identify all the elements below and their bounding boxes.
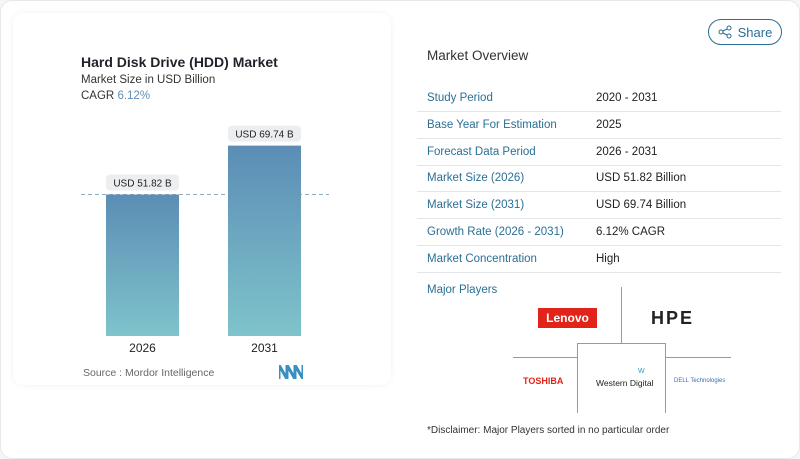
row-label: Study Period	[427, 92, 493, 104]
cagr-label: CAGR	[81, 90, 115, 102]
major-players-label: Major Players	[427, 284, 498, 296]
row-value: 6.12% CAGR	[596, 226, 666, 238]
row-value: 2026 - 2031	[596, 145, 658, 158]
x-tick-label: 2031	[251, 341, 278, 355]
mordor-logo-icon	[279, 365, 303, 379]
hpe-logo: HPE	[651, 308, 695, 328]
chart-card	[13, 13, 391, 385]
chart-title: Hard Disk Drive (HDD) Market	[81, 54, 278, 70]
row-value: 2025	[596, 118, 622, 131]
cagr-value: 6.12%	[117, 90, 151, 102]
data-label: USD 69.74 B	[235, 130, 294, 141]
overview-title: Market Overview	[427, 48, 529, 63]
wd-mark-icon: W	[638, 368, 645, 375]
divider	[513, 357, 577, 358]
western-digital-logo: Western Digital	[596, 378, 654, 388]
dell-logo: DELL Technologies	[674, 378, 726, 384]
bar-chart: USD 51.82 B 2026 USD 69.74 B 2031	[81, 125, 329, 355]
row-label: Forecast Data Period	[427, 145, 536, 158]
data-label: USD 51.82 B	[113, 179, 172, 190]
share-icon	[718, 25, 732, 39]
divider	[665, 357, 731, 358]
data-label-bg	[228, 125, 301, 142]
row-value: USD 69.74 Billion	[596, 199, 687, 212]
lenovo-logo: Lenovo	[538, 308, 597, 328]
row-value: High	[596, 252, 620, 265]
divider	[577, 343, 665, 344]
row-label: Market Size (2026)	[427, 172, 525, 185]
divider	[621, 287, 622, 343]
row-label: Market Concentration	[427, 252, 537, 265]
row-value: USD 51.82 Billion	[596, 172, 687, 185]
toshiba-logo: TOSHIBA	[523, 376, 564, 386]
divider	[665, 343, 666, 413]
overview-row: Base Year For Estimation 2025	[417, 112, 781, 139]
bar-2026	[106, 194, 179, 336]
row-value: 2020 - 2031	[596, 92, 658, 104]
row-label: Base Year For Estimation	[427, 118, 557, 131]
row-label: Growth Rate (2026 - 2031)	[427, 226, 564, 238]
cagr: CAGR 6.12%	[81, 90, 150, 102]
row-label: Market Size (2031)	[427, 199, 525, 212]
divider	[577, 343, 578, 413]
share-label: Share	[737, 24, 773, 40]
data-label-bg	[106, 174, 179, 191]
overview-row: Market Size (2031) USD 69.74 Billion	[417, 192, 781, 220]
disclaimer: *Disclaimer: Major Players sorted in no …	[427, 425, 670, 436]
overview-row: Growth Rate (2026 - 2031) 6.12% CAGR	[417, 219, 781, 246]
bar-2031	[228, 145, 301, 336]
overview-row: Forecast Data Period 2026 - 2031	[417, 139, 781, 166]
x-tick-label: 2026	[129, 341, 156, 355]
overview-row: Study Period 2020 - 2031	[417, 85, 781, 112]
overview-row: Market Size (2026) USD 51.82 Billion	[417, 165, 781, 193]
share-button[interactable]: Share	[708, 19, 782, 45]
source-text: Source : Mordor Intelligence	[83, 367, 215, 379]
overview-row: Market Concentration High	[417, 246, 781, 273]
chart-subtitle: Market Size in USD Billion	[81, 74, 216, 86]
